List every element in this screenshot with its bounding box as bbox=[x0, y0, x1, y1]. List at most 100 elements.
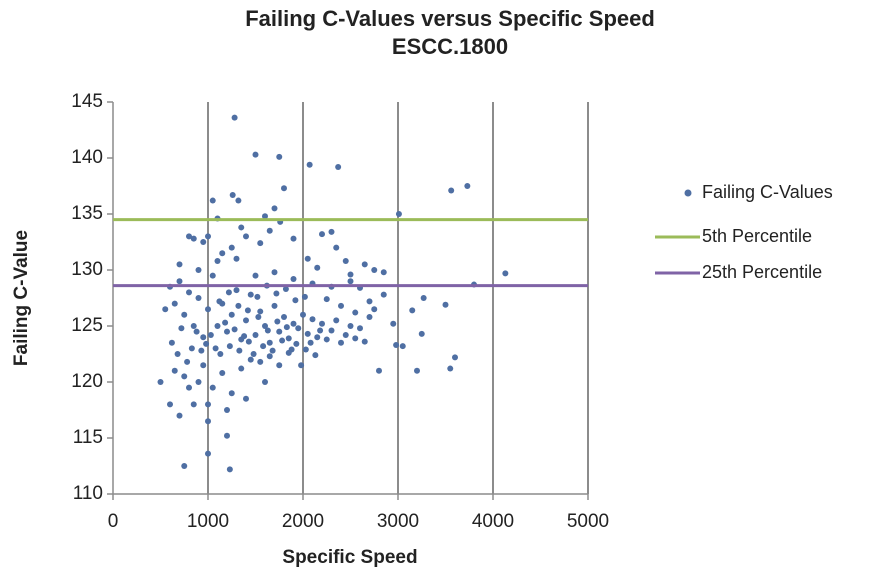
point bbox=[502, 270, 509, 277]
point bbox=[260, 343, 267, 350]
point bbox=[190, 323, 197, 329]
point bbox=[222, 319, 229, 326]
y-tick-label: 120 bbox=[71, 371, 103, 392]
point bbox=[188, 345, 195, 352]
point bbox=[255, 314, 262, 321]
point bbox=[371, 267, 378, 273]
point bbox=[361, 338, 368, 345]
point bbox=[464, 183, 471, 189]
point bbox=[174, 351, 181, 357]
point bbox=[244, 307, 251, 314]
x-tick-label: 3000 bbox=[377, 511, 419, 532]
point bbox=[338, 339, 344, 346]
point bbox=[357, 325, 363, 332]
point bbox=[376, 367, 382, 374]
point bbox=[243, 233, 249, 240]
point bbox=[366, 298, 373, 305]
point bbox=[157, 379, 164, 385]
point bbox=[186, 384, 192, 391]
point bbox=[347, 271, 354, 278]
point bbox=[266, 227, 273, 234]
point bbox=[200, 239, 207, 245]
point bbox=[252, 331, 259, 338]
point bbox=[300, 311, 306, 318]
point bbox=[236, 347, 243, 354]
y-tick-label: 135 bbox=[71, 203, 103, 224]
point bbox=[176, 412, 183, 419]
point bbox=[184, 358, 191, 365]
point bbox=[181, 373, 188, 380]
point bbox=[214, 323, 221, 329]
point bbox=[338, 302, 344, 309]
point bbox=[254, 293, 261, 300]
point bbox=[361, 261, 368, 268]
point bbox=[181, 311, 188, 318]
point bbox=[228, 390, 235, 397]
point bbox=[193, 328, 200, 335]
point bbox=[207, 331, 214, 338]
x-axis-title: Specific Speed bbox=[282, 547, 417, 568]
point bbox=[176, 278, 183, 285]
point bbox=[257, 358, 264, 365]
point bbox=[452, 354, 458, 361]
point bbox=[314, 264, 321, 271]
point bbox=[229, 191, 236, 198]
point bbox=[323, 296, 330, 303]
legend-label: 5th Percentile bbox=[702, 226, 812, 246]
point bbox=[328, 327, 335, 334]
y-tick-label: 125 bbox=[71, 315, 103, 336]
point bbox=[203, 340, 210, 347]
point bbox=[238, 365, 245, 372]
point bbox=[198, 347, 205, 354]
point bbox=[307, 339, 314, 346]
point bbox=[266, 339, 273, 346]
point bbox=[285, 335, 292, 342]
point bbox=[250, 351, 257, 357]
point bbox=[228, 244, 235, 251]
point bbox=[214, 258, 221, 265]
x-tick-label: 1000 bbox=[187, 511, 229, 532]
point bbox=[414, 367, 420, 374]
y-axis-title: Failing C-Value bbox=[11, 230, 32, 366]
point bbox=[409, 307, 416, 314]
point bbox=[335, 163, 342, 170]
point bbox=[225, 289, 232, 296]
point bbox=[333, 317, 340, 324]
chart-title: Failing C-Values versus Specific Speed bbox=[245, 6, 655, 31]
point bbox=[209, 272, 216, 279]
point bbox=[238, 224, 245, 231]
point bbox=[393, 342, 400, 349]
point bbox=[262, 323, 268, 329]
point bbox=[276, 328, 283, 335]
point bbox=[231, 114, 238, 121]
point bbox=[224, 328, 230, 335]
point bbox=[276, 153, 283, 160]
point bbox=[195, 379, 202, 385]
point bbox=[252, 151, 259, 158]
point bbox=[162, 306, 169, 313]
point bbox=[228, 311, 235, 318]
point bbox=[219, 370, 226, 377]
point bbox=[200, 362, 207, 369]
x-tick-label: 0 bbox=[108, 511, 119, 532]
point bbox=[233, 255, 240, 262]
point bbox=[306, 161, 313, 168]
point bbox=[266, 353, 273, 360]
point bbox=[323, 336, 330, 343]
point bbox=[342, 258, 349, 265]
point bbox=[380, 269, 387, 276]
point bbox=[264, 327, 271, 334]
point bbox=[274, 318, 281, 325]
y-tick-label: 130 bbox=[71, 259, 103, 280]
point bbox=[181, 463, 188, 469]
point bbox=[290, 320, 297, 327]
legend-marker bbox=[684, 189, 692, 197]
point bbox=[205, 306, 211, 313]
point bbox=[352, 335, 359, 342]
point bbox=[333, 244, 340, 251]
point bbox=[269, 347, 276, 354]
point bbox=[292, 297, 299, 304]
point bbox=[380, 291, 387, 298]
point bbox=[302, 346, 309, 353]
point bbox=[319, 231, 325, 238]
